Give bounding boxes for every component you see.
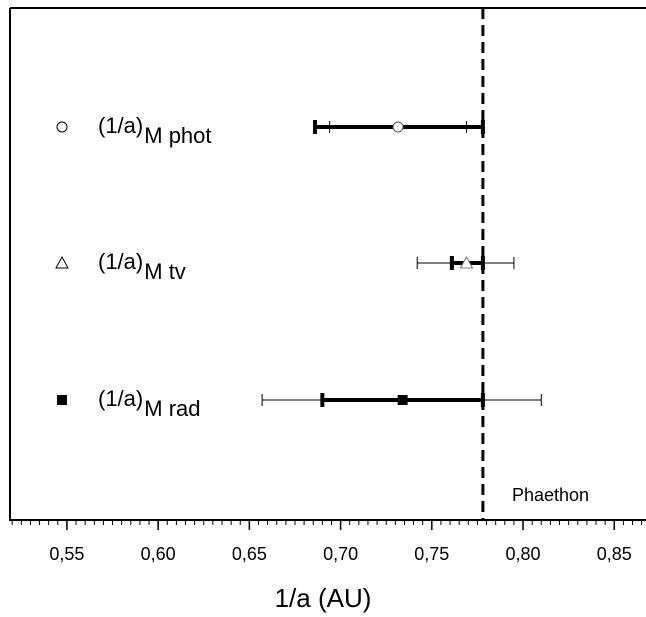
legend-subscript: M tv	[144, 259, 186, 284]
legend-name: (1/a)	[98, 113, 143, 138]
x-axis-label: 1/a (AU)	[275, 583, 372, 613]
legend-subscript: M rad	[144, 396, 200, 421]
x-tick-label: 0,80	[506, 544, 541, 564]
reference-label: Phaethon	[512, 485, 589, 505]
x-tick-label: 0,85	[597, 544, 632, 564]
legend-label: (1/a)M rad	[98, 386, 201, 421]
marker	[459, 255, 474, 269]
legend-name: (1/a)	[98, 249, 143, 274]
x-tick-label: 0,75	[414, 544, 449, 564]
legend-label: (1/a)M tv	[98, 249, 186, 284]
legend-name: (1/a)	[98, 386, 143, 411]
legend-label: (1/a)M phot	[98, 113, 212, 148]
x-tick-label: 0,55	[49, 544, 84, 564]
x-tick-label: 0,60	[141, 544, 176, 564]
x-tick-label: 0,70	[323, 544, 358, 564]
x-tick-label: 0,65	[232, 544, 267, 564]
legend-marker	[57, 395, 67, 405]
legend-subscript: M phot	[144, 123, 211, 148]
marker	[392, 121, 404, 133]
legend-marker	[56, 121, 68, 133]
legend-marker	[55, 255, 69, 269]
marker	[397, 395, 408, 405]
